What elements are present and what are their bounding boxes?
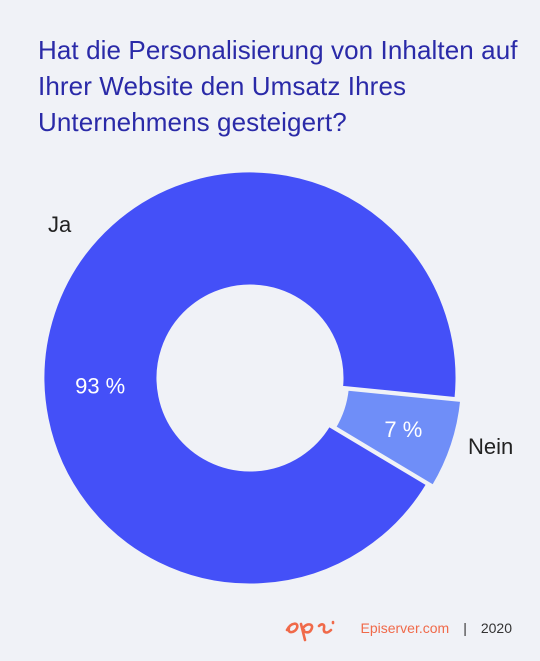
footer: Episerver.com | 2020: [283, 614, 512, 642]
donut-slice-ja: [41, 169, 459, 587]
donut-slice-nein: [332, 387, 464, 489]
episerver-logo: [285, 620, 334, 642]
data-label-nein: 7 %: [384, 417, 422, 442]
data-label-ja: 93 %: [75, 373, 125, 398]
footer-separator: |: [463, 620, 467, 636]
category-label-ja: Ja: [48, 212, 72, 237]
category-label-nein: Nein: [468, 434, 513, 459]
footer-year: 2020: [480, 620, 512, 636]
footer-brand[interactable]: Episerver.com: [360, 620, 450, 636]
chart-title: Hat die Personalisierung von Inhalten au…: [38, 35, 518, 137]
